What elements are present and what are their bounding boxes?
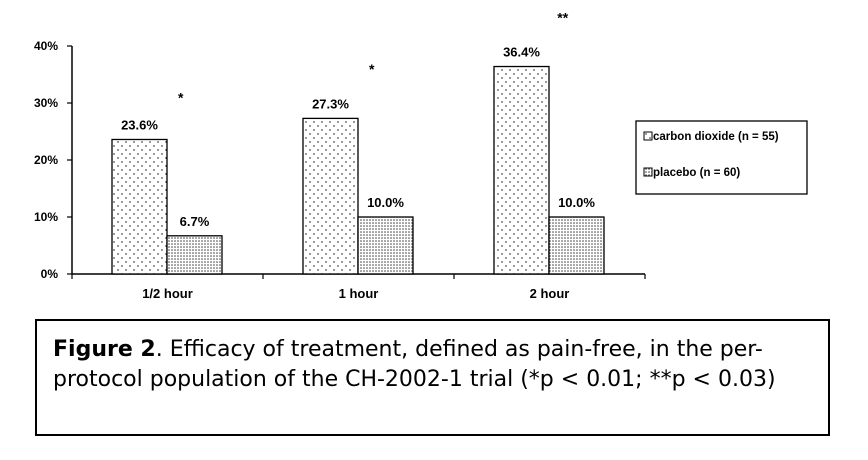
bar xyxy=(493,65,550,275)
legend: carbon dioxide (n = 55) placebo (n = 60) xyxy=(635,120,808,195)
bar xyxy=(357,216,414,275)
figure-caption: Figure 2. Efficacy of treatment, defined… xyxy=(35,319,830,436)
significance-marker: * xyxy=(178,89,184,105)
data-label: 10.0% xyxy=(558,195,595,210)
x-category-label: 1/2 hour xyxy=(142,286,193,301)
legend-entry: placebo (n = 60) xyxy=(653,167,740,179)
bar xyxy=(111,138,168,275)
caption-lead: Figure 2 xyxy=(53,337,156,362)
data-label: 36.4% xyxy=(503,45,540,60)
data-label: 23.6% xyxy=(121,117,158,132)
bar xyxy=(302,117,359,275)
legend-box xyxy=(635,120,808,195)
y-tick-label: 30% xyxy=(34,96,58,110)
bar xyxy=(166,235,223,275)
bars xyxy=(111,65,605,275)
y-tick-label: 10% xyxy=(34,210,58,224)
data-label: 27.3% xyxy=(312,96,349,111)
legend-entry: carbon dioxide (n = 55) xyxy=(653,131,779,143)
caption-text: . Efficacy of treatment, defined as pain… xyxy=(53,337,776,392)
y-axis: 0% 10% 20% 30% 40% xyxy=(34,39,73,281)
legend-swatch xyxy=(643,131,653,141)
data-label: 10.0% xyxy=(367,195,404,210)
significance-marker: ** xyxy=(557,10,568,26)
data-label: 6.7% xyxy=(180,214,210,229)
bar-chart: 0% 10% 20% 30% 40% 1/2 hour 1 hour 2 hour 23.6… xyxy=(34,10,808,301)
significance-marker: * xyxy=(369,61,375,77)
y-tick-label: 20% xyxy=(34,153,58,167)
data-labels: 23.6% 6.7% * 27.3% 10.0% * 36.4% 10.0% ** xyxy=(121,10,595,229)
x-category-label: 2 hour xyxy=(530,286,570,301)
x-category-label: 1 hour xyxy=(339,286,379,301)
bar xyxy=(548,216,605,275)
legend-swatch xyxy=(643,167,653,177)
y-tick-label: 0% xyxy=(41,267,59,281)
x-axis: 1/2 hour 1 hour 2 hour xyxy=(71,273,646,301)
y-tick-label: 40% xyxy=(34,39,58,53)
